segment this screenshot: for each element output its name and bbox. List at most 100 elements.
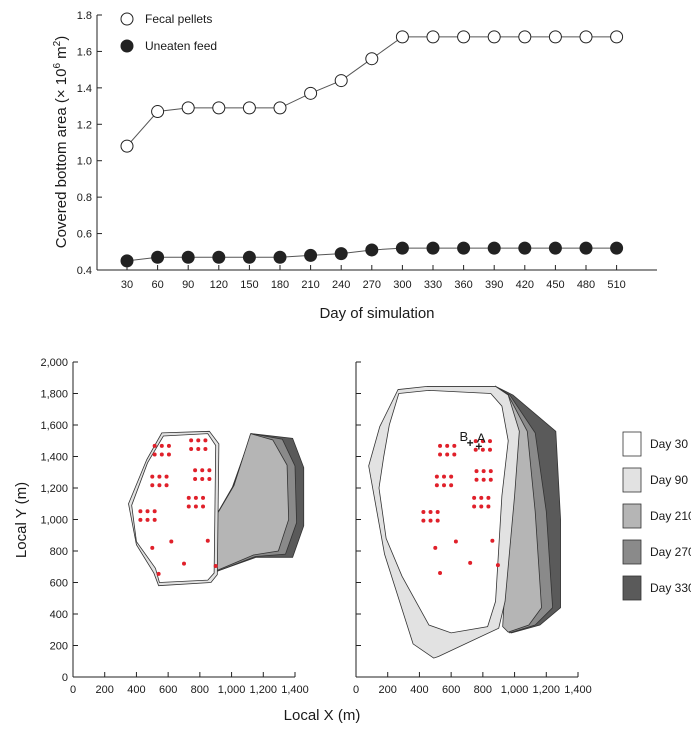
cage-marker (442, 483, 447, 488)
cage-marker (479, 504, 484, 509)
data-point (120, 139, 134, 153)
cage-marker (193, 476, 198, 481)
x-tick-label: 30 (121, 279, 133, 291)
cage-marker (474, 477, 479, 482)
legend-label: Day 330 (650, 581, 691, 595)
cage-marker (152, 517, 157, 522)
legend-swatch (622, 575, 642, 601)
cage-marker (169, 539, 174, 544)
cage-marker (434, 474, 439, 479)
data-point (212, 250, 226, 264)
x-tick-label: 90 (182, 279, 194, 291)
y-tick-label: 400 (50, 609, 68, 621)
cage-marker (152, 509, 157, 514)
x-tick-label: 1,200 (250, 684, 278, 696)
x-tick-label: 450 (546, 279, 564, 291)
y-tick-label: 0.8 (77, 192, 92, 204)
data-point (120, 254, 134, 268)
y-axis-title-part: 6 (52, 63, 63, 69)
y-tick-label: 1.6 (77, 46, 92, 58)
station-marker: + (475, 439, 482, 453)
cage-marker (186, 504, 191, 509)
data-point (151, 105, 165, 119)
x-tick-label: 60 (151, 279, 163, 291)
x-tick-label: 150 (240, 279, 258, 291)
data-point (426, 241, 440, 255)
data-point (610, 241, 624, 255)
data-point (334, 247, 348, 261)
y-axis-title-part: m (53, 46, 70, 63)
cage-marker (159, 452, 164, 457)
x-tick-label: 240 (332, 279, 350, 291)
cage-marker (159, 443, 164, 448)
x-tick-label: 360 (454, 279, 472, 291)
cage-marker (438, 443, 443, 448)
cage-marker (145, 509, 150, 514)
legend-swatch (622, 539, 642, 565)
cage-marker (435, 510, 440, 515)
cage-marker (193, 468, 198, 473)
x-tick-label: 800 (191, 684, 209, 696)
cage-marker (196, 438, 201, 443)
y-tick-label: 1.2 (77, 119, 92, 131)
data-point (548, 30, 562, 44)
cage-marker (152, 443, 157, 448)
x-tick-label: 1,000 (501, 684, 529, 696)
cage-marker (203, 447, 208, 452)
x-tick-label: 0 (353, 684, 359, 696)
data-point (242, 250, 256, 264)
x-tick-label: 200 (96, 684, 114, 696)
cage-marker (138, 517, 143, 522)
map-y-axis-title: Local Y (m) (13, 482, 30, 558)
cage-marker (486, 495, 491, 500)
x-tick-label: 330 (424, 279, 442, 291)
data-point (426, 30, 440, 44)
y-tick-label: 0.4 (77, 265, 92, 277)
data-point (548, 241, 562, 255)
legend-swatch (622, 431, 642, 457)
cage-marker (157, 483, 162, 488)
cage-marker (150, 483, 155, 488)
y-tick-label: 1.0 (77, 156, 92, 168)
legend-swatch (622, 467, 642, 493)
cage-marker (193, 495, 198, 500)
x-tick-label: 180 (271, 279, 289, 291)
cage-marker (433, 545, 438, 550)
cage-marker (486, 504, 491, 509)
data-point (395, 241, 409, 255)
cage-marker (480, 447, 485, 452)
cage-marker (428, 510, 433, 515)
legend-label: Day 30 (650, 437, 688, 451)
cage-marker (213, 563, 218, 568)
x-tick-label: 210 (301, 279, 319, 291)
cage-marker (164, 474, 169, 479)
cage-marker (468, 560, 473, 565)
cage-marker (445, 443, 450, 448)
data-point (151, 250, 165, 264)
cage-marker (193, 504, 198, 509)
cage-marker (189, 447, 194, 452)
y-axis-title-part: Covered bottom area ( (53, 98, 70, 248)
cage-marker (472, 495, 477, 500)
station-label-a: A (477, 430, 486, 445)
legend-label: Day 90 (650, 473, 688, 487)
legend-label: Day 210 (650, 509, 691, 523)
data-point (242, 101, 256, 115)
cage-marker (480, 439, 485, 444)
cage-marker (488, 477, 493, 482)
x-tick-label: 0 (70, 684, 76, 696)
x-tick-label: 200 (379, 684, 397, 696)
y-tick-label: 1.4 (77, 83, 92, 95)
x-tick-label: 1,400 (281, 684, 309, 696)
y-tick-label: 1,800 (40, 389, 68, 401)
cage-marker (207, 476, 212, 481)
y-tick-label: 1,600 (40, 420, 68, 432)
data-point (579, 30, 593, 44)
y-tick-label: 1.8 (77, 10, 92, 22)
cage-marker (495, 563, 500, 568)
y-axis-title: Covered bottom area (× 106 m2) (52, 36, 70, 249)
station-label-b: B (459, 429, 468, 444)
y-axis-title-part: × 10 (53, 69, 70, 99)
cage-marker (150, 474, 155, 479)
cage-marker (205, 538, 210, 543)
